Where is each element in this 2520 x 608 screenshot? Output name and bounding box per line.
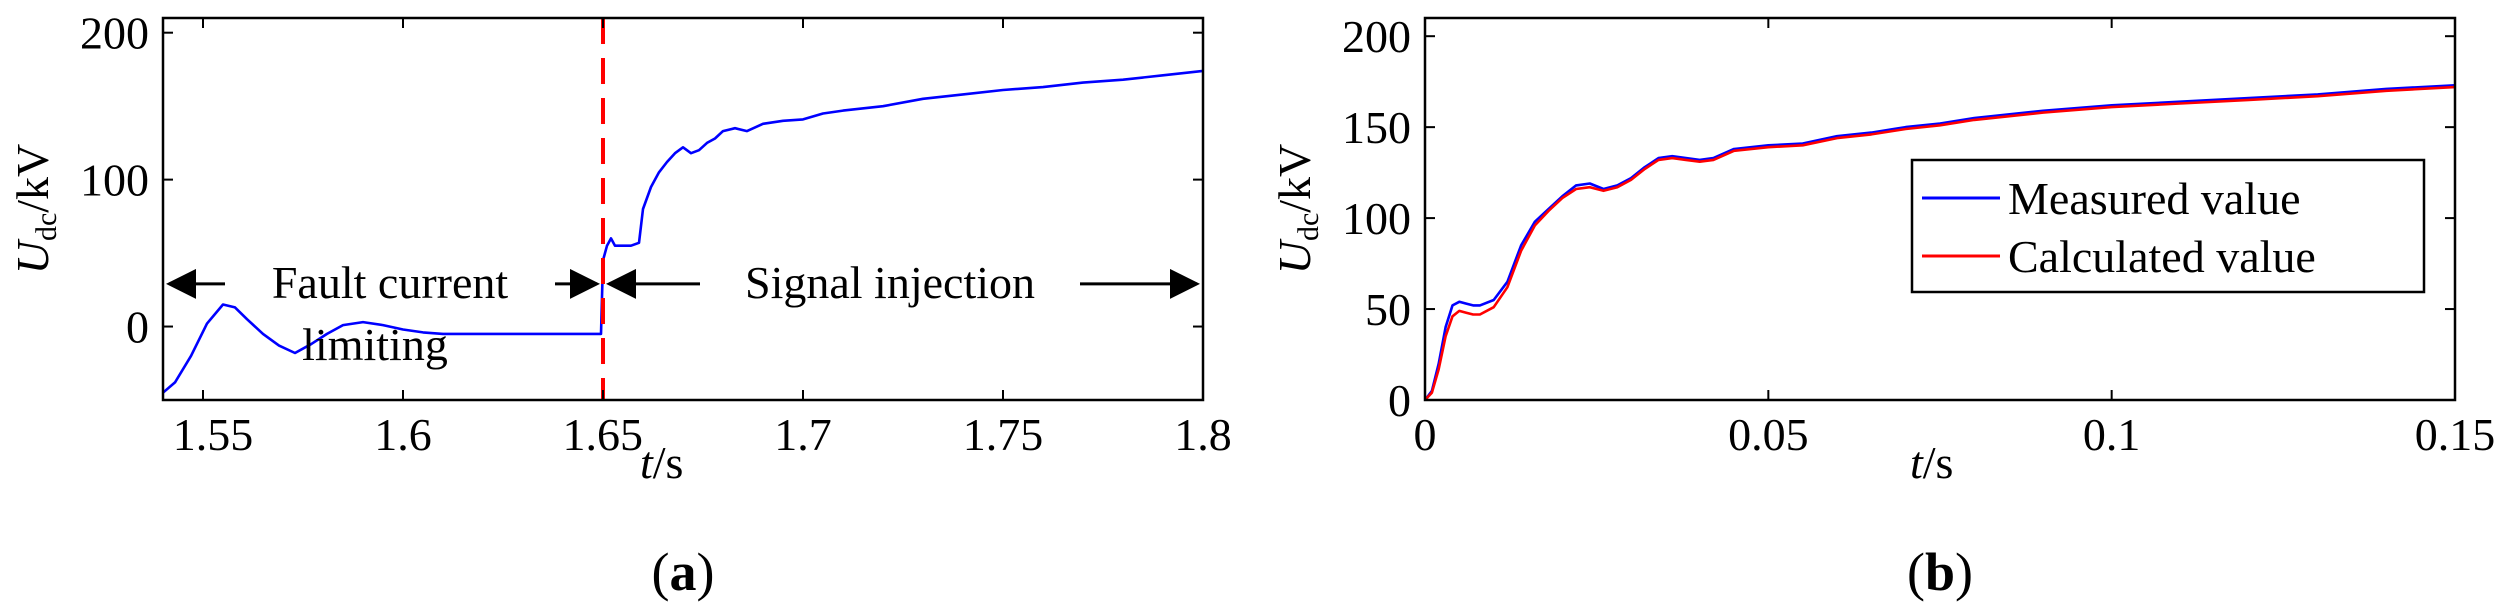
y-tick-label: 100 xyxy=(1342,193,1411,244)
annotation-bg-fault xyxy=(225,245,555,302)
y-tick-label: 200 xyxy=(80,8,149,59)
x-tick-label: 1.65 xyxy=(563,409,644,460)
ylabel-a: Udc/kV xyxy=(7,144,63,275)
legend-label-calculated: Calculated value xyxy=(2008,231,2316,282)
x-tick-label: 0.1 xyxy=(2083,409,2141,460)
series-layer-a xyxy=(163,69,1203,394)
panel-b: 0 0.05 0.1 0.15 0 50 100 150 200 Measured value … xyxy=(1269,11,2495,602)
y-tick-label: 200 xyxy=(1342,11,1411,62)
series-line-measured-value xyxy=(1425,84,2455,400)
x-tick-label: 1.55 xyxy=(173,409,254,460)
y-tick-label: 100 xyxy=(80,155,149,206)
y-tick-label: 0 xyxy=(126,302,149,353)
legend-box xyxy=(1910,158,2426,294)
ylabel-b: Udc/kV xyxy=(1269,144,1325,275)
annotation-bg-signal xyxy=(700,245,1080,302)
y-tick-label: 0 xyxy=(1388,375,1411,426)
y-tick-label: 150 xyxy=(1342,102,1411,153)
series-line-calculated-value xyxy=(1425,85,2455,400)
x-tick-label: 0 xyxy=(1414,409,1437,460)
x-tick-label: 1.75 xyxy=(963,409,1044,460)
x-tick-label: 0.15 xyxy=(2415,409,2496,460)
annotation-fault-current: Fault current xyxy=(272,257,509,308)
y-tick-label: 50 xyxy=(1365,284,1411,335)
x-tick-label: 0.05 xyxy=(1728,409,1809,460)
legend-label-measured: Measured value xyxy=(2008,173,2301,224)
series-layer-b xyxy=(1425,84,2455,400)
annotation-signal-injection: Signal injection xyxy=(745,257,1035,308)
xlabel-b: t/s xyxy=(1910,437,1953,488)
annotation-limiting: limiting xyxy=(302,319,448,370)
axes-frame-b xyxy=(1423,16,2457,402)
xlabel-a: t/s xyxy=(640,437,683,488)
x-tick-label: 1.6 xyxy=(374,409,432,460)
series-line-udc xyxy=(163,69,1203,394)
legend-b: Measured value Calculated value xyxy=(1910,158,2426,294)
axes-frame-a xyxy=(161,16,1205,402)
ticks-b: 0 0.05 0.1 0.15 0 50 100 150 200 xyxy=(1342,11,2495,460)
panel-caption-b: (b) xyxy=(1907,542,1973,602)
annotations-a: Fault current limiting Signal injection xyxy=(166,245,1200,370)
panel-a: 1.55 1.6 1.65 1.7 1.75 1.8 0 100 200 Fault curre… xyxy=(7,8,1232,602)
x-tick-label: 1.8 xyxy=(1174,409,1232,460)
x-tick-label: 1.7 xyxy=(774,409,832,460)
panel-caption-a: (a) xyxy=(652,542,715,602)
ticks-a: 1.55 1.6 1.65 1.7 1.75 1.8 0 100 200 xyxy=(80,8,1232,460)
